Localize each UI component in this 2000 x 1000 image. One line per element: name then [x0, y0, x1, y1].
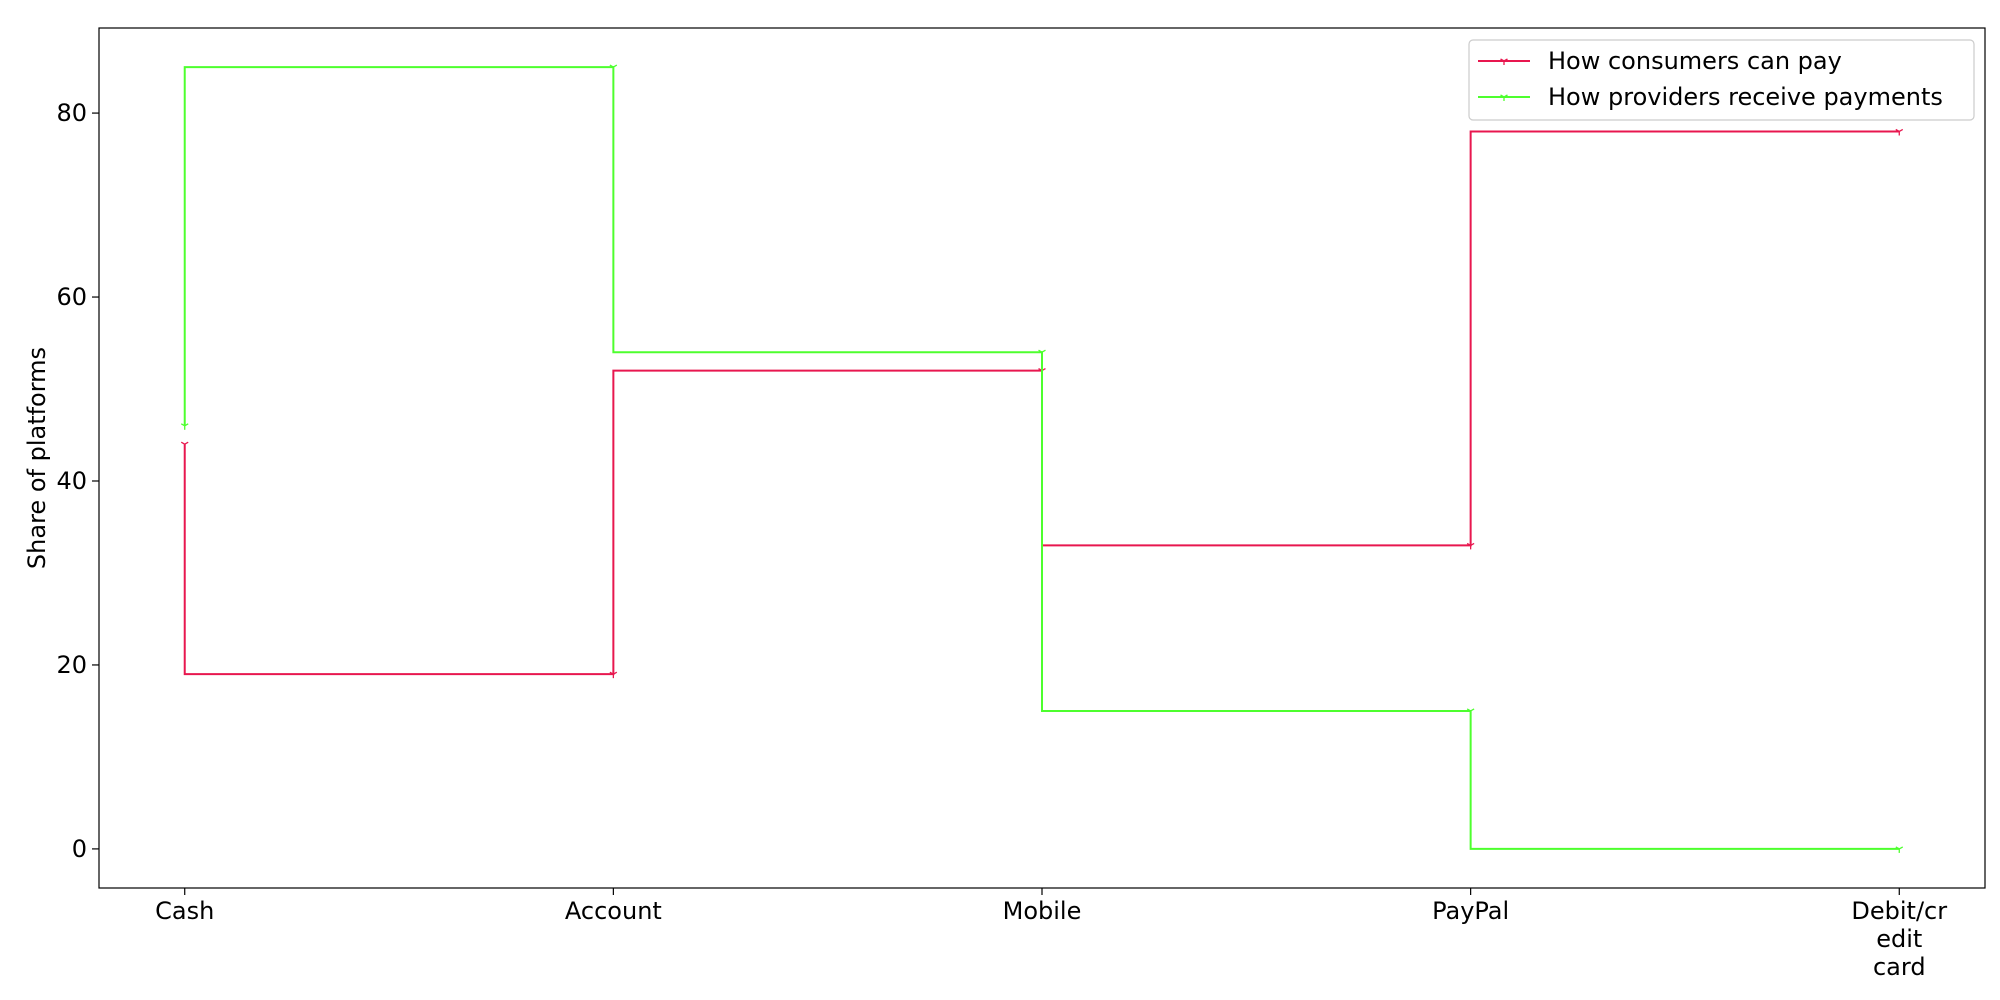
x-tick-label: Cash	[155, 897, 214, 925]
data-point	[180, 441, 189, 449]
legend-marker	[1500, 94, 1508, 101]
data-point	[1038, 349, 1046, 357]
x-tick-label: PayPal	[1432, 897, 1509, 925]
y-tick-label: 60	[56, 283, 87, 311]
data-point	[1466, 542, 1475, 550]
x-tick-label: Mobile	[1003, 897, 1082, 925]
data-point	[180, 423, 189, 430]
series-layer	[180, 64, 1904, 853]
data-point	[1895, 128, 1904, 136]
data-point	[609, 671, 618, 679]
y-axis-title: Share of platforms	[23, 347, 51, 569]
legend-box	[1468, 39, 1975, 121]
y-tick-label: 20	[56, 651, 87, 679]
data-point	[1466, 708, 1475, 715]
x-tick-label: Debit/cr edit card	[1851, 897, 1947, 981]
data-point	[609, 64, 618, 72]
x-axis: Cash Account Mobile PayPal Debit/cr edit card	[155, 888, 1947, 981]
y-axis: 0 20 40 60 80	[56, 99, 99, 863]
series-2	[180, 64, 1904, 853]
legend-label: How consumers can pay	[1548, 47, 1842, 75]
legend-label: How providers receive payments	[1548, 83, 1943, 111]
y-tick-label: 80	[56, 99, 87, 127]
legend: How consumers can pay How providers recei…	[1468, 39, 1975, 121]
legend-marker	[1500, 58, 1508, 65]
x-tick-label: Account	[565, 897, 662, 925]
data-point	[1895, 846, 1904, 853]
y-tick-label: 0	[72, 835, 87, 863]
y-tick-label: 40	[56, 467, 87, 495]
